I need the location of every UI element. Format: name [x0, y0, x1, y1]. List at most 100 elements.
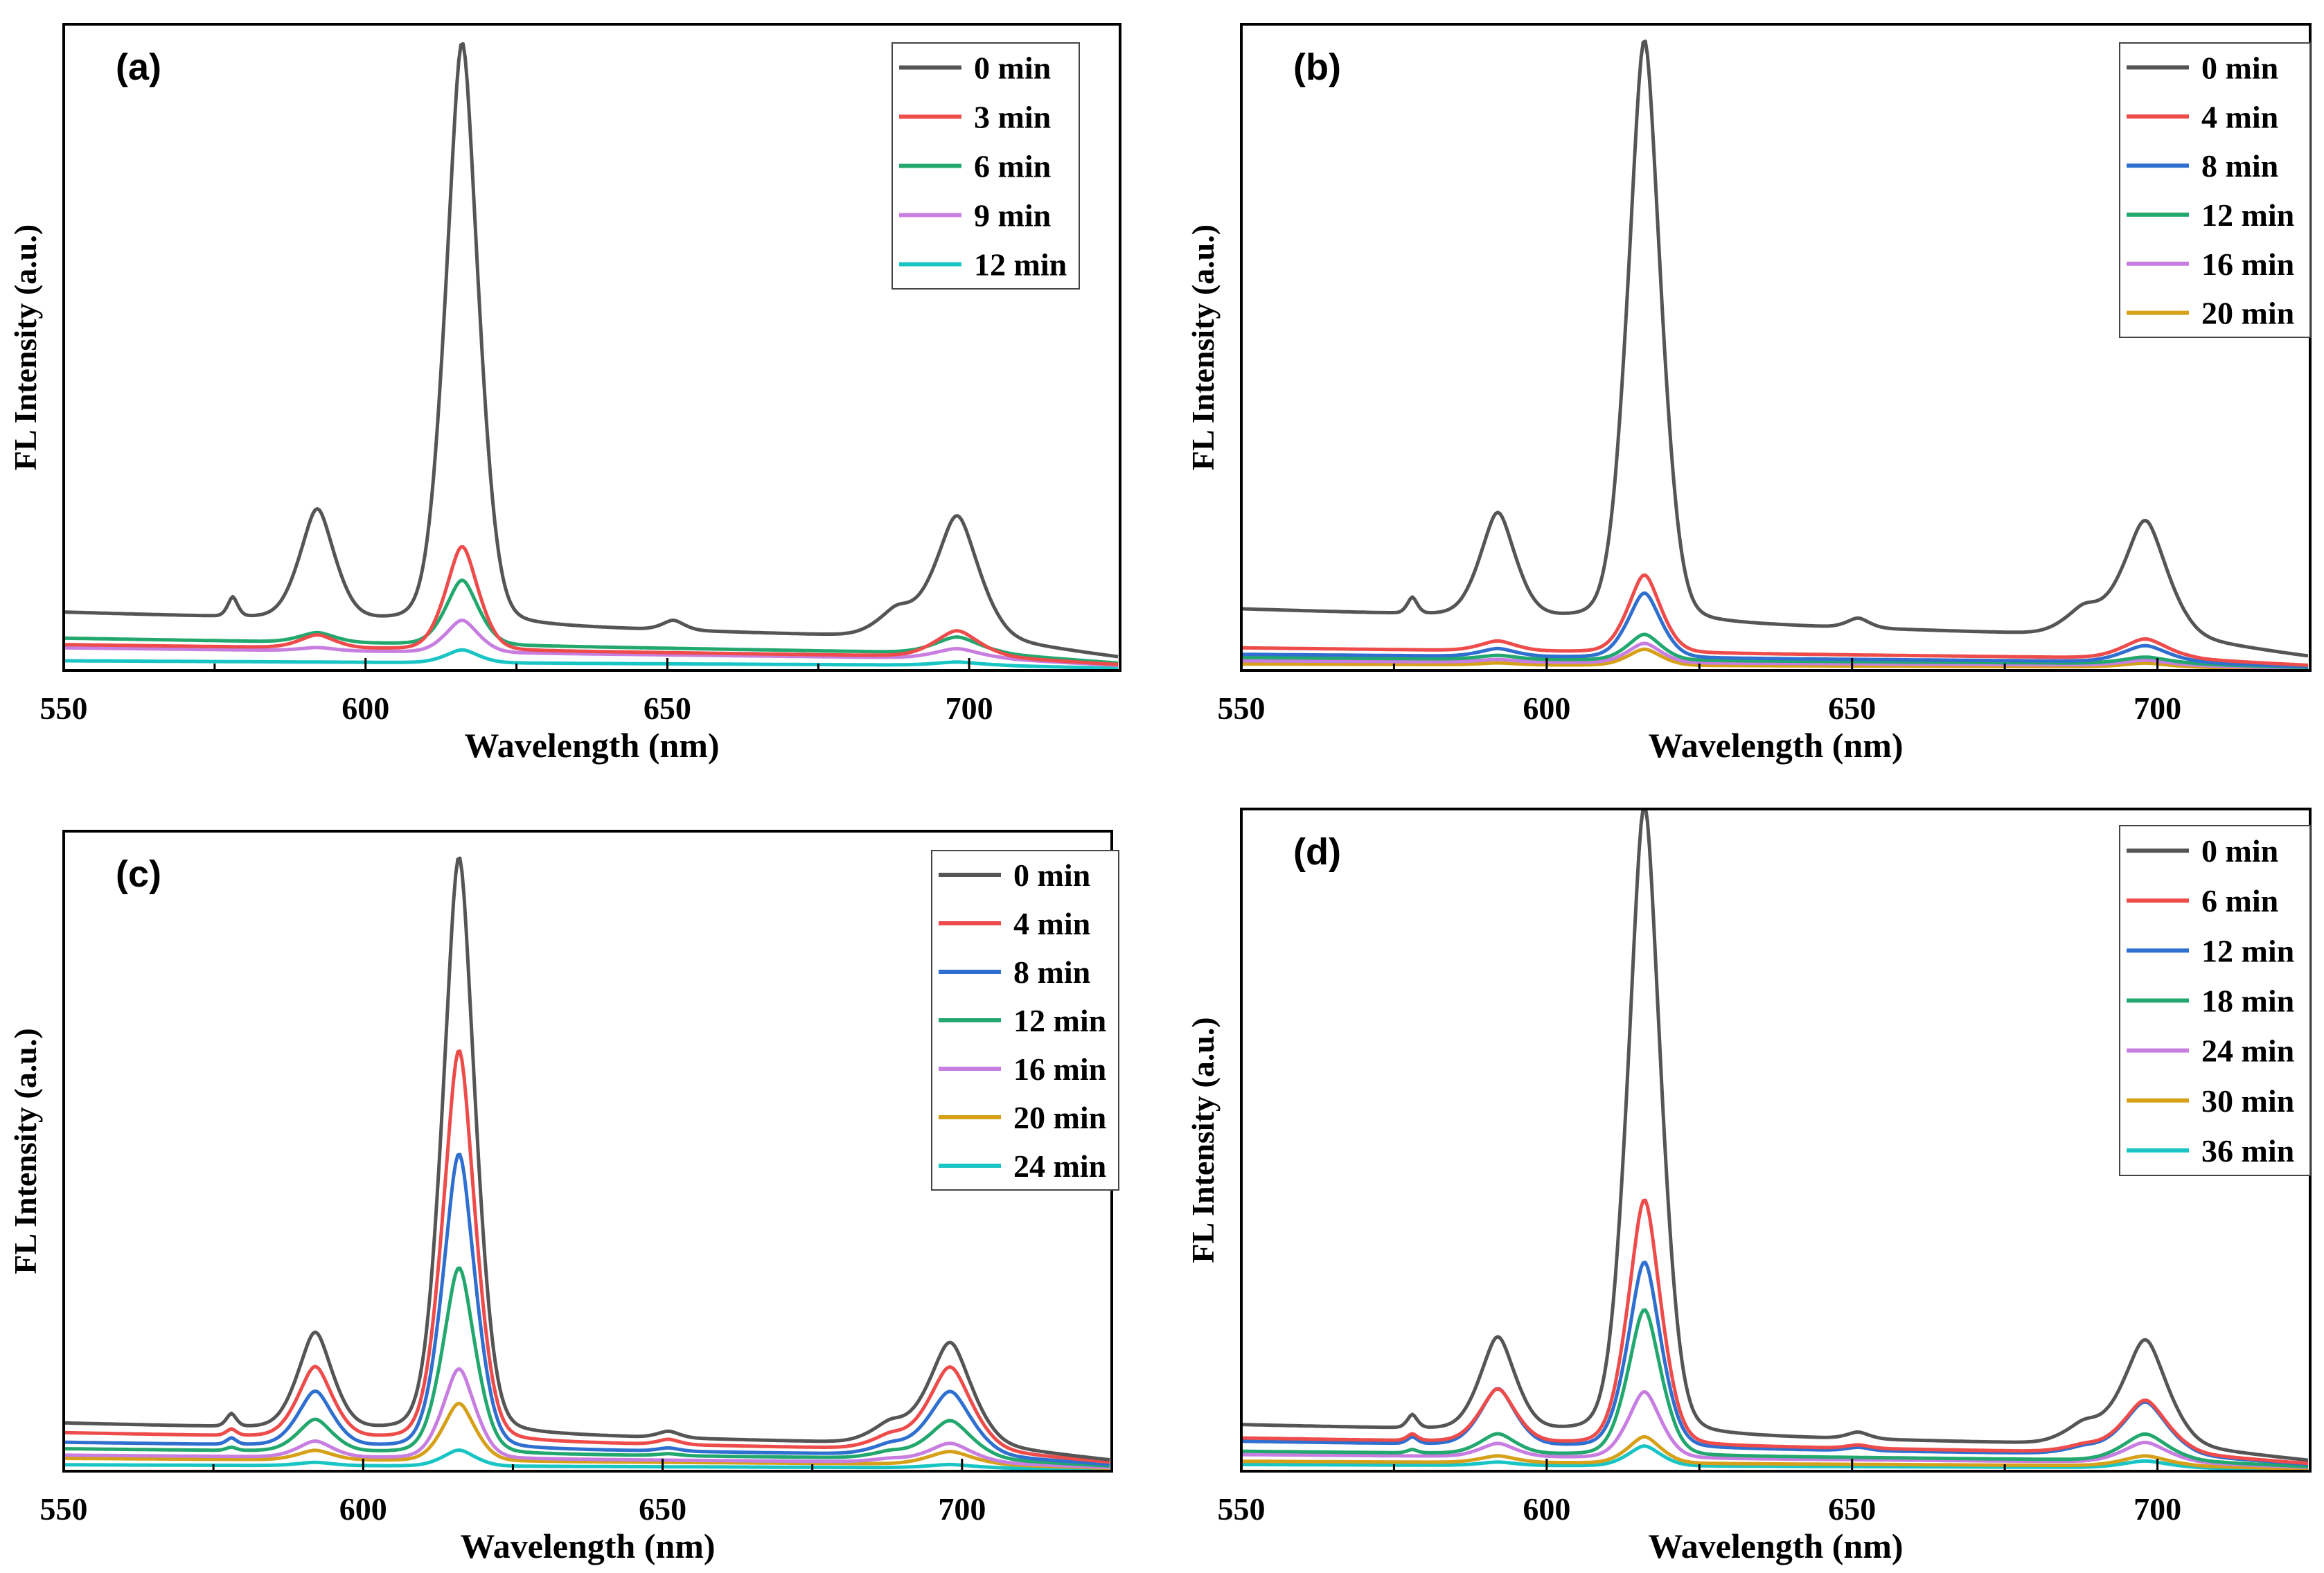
- legend-label: 20 min: [1013, 1100, 1106, 1135]
- legend-item: 12 min: [2127, 933, 2294, 968]
- legend-item: 24 min: [2127, 1033, 2294, 1069]
- series-line-6-min: [64, 578, 1119, 665]
- legend-item: 0 min: [2127, 50, 2278, 85]
- series-line-16-min: [64, 1367, 1110, 1470]
- series-line-3-min: [64, 545, 1119, 666]
- x-axis-label: Wavelength (nm): [1648, 1527, 1903, 1565]
- legend-item: 18 min: [2127, 984, 2294, 1019]
- x-tick-label: 700: [946, 691, 993, 726]
- x-tick-label: 600: [1523, 691, 1570, 726]
- series-line-36-min: [1241, 1444, 2308, 1471]
- legend-label: 18 min: [2201, 984, 2294, 1019]
- legend-label: 12 min: [2201, 933, 2294, 968]
- y-axis-label: FL Intensity (a.u.): [8, 224, 43, 470]
- legend-label: 24 min: [1013, 1148, 1106, 1184]
- legend-item: 6 min: [899, 149, 1051, 184]
- legend-label: 4 min: [2201, 99, 2278, 134]
- legend-label: 30 min: [2201, 1083, 2294, 1119]
- x-tick-label: 700: [938, 1491, 986, 1527]
- y-axis-label: FL Intensity (a.u.): [8, 1028, 43, 1274]
- legend-item: 4 min: [2127, 99, 2278, 134]
- legend-item: 8 min: [2127, 148, 2278, 184]
- legend-item: 0 min: [899, 51, 1051, 86]
- legend: 0 min 4 min 8 min 12 min 16 min 20 min: [2119, 42, 2311, 338]
- y-axis-label: FL Intensity (a.u.): [1185, 224, 1221, 470]
- x-tick-label: 700: [2134, 1491, 2181, 1527]
- chart-panel-c: 550 600 650 700 Wavelength (nm) FL Intensity …: [8, 830, 1119, 1565]
- chart-panel-a: 550 600 650 700 Wavelength (nm) FL Intensity …: [8, 23, 1121, 765]
- legend-item: 0 min: [2127, 833, 2278, 869]
- series-line-0-min: [64, 42, 1119, 659]
- x-tick-label: 600: [339, 1491, 387, 1527]
- legend-item: 30 min: [2127, 1083, 2294, 1119]
- series-line-16-min: [1241, 641, 2308, 670]
- series-line-20-min: [1241, 647, 2308, 670]
- panel-label: (b): [1293, 46, 1341, 88]
- chart-panel-b: 550 600 650 700 Wavelength (nm) FL Intensity …: [1185, 23, 2312, 765]
- panel-label: (a): [116, 46, 161, 88]
- legend-label: 20 min: [2201, 296, 2294, 331]
- legend-label: 3 min: [974, 100, 1051, 135]
- legend-item: 8 min: [939, 954, 1090, 990]
- series-line-9-min: [64, 619, 1119, 667]
- series-group: [1241, 39, 2309, 670]
- x-tick-label: 600: [341, 691, 389, 726]
- x-tick-label: 700: [2134, 691, 2181, 726]
- legend: 0 min 3 min 6 min 9 min 12 min: [892, 42, 1080, 290]
- series-line-20-min: [64, 1401, 1110, 1470]
- legend-label: 8 min: [2201, 148, 2278, 184]
- x-tick-label: 550: [40, 691, 88, 726]
- legend-label: 0 min: [1013, 857, 1090, 893]
- series-line-4-min: [64, 1049, 1110, 1464]
- series-line-24-min: [1241, 1390, 2308, 1469]
- legend-item: 36 min: [2127, 1133, 2294, 1168]
- series-line-0-min: [1241, 39, 2309, 658]
- legend: 0 min 6 min 12 min 18 min 24 min 30 min 36 min: [2119, 825, 2311, 1176]
- legend-label: 6 min: [974, 149, 1051, 184]
- legend-item: 12 min: [899, 247, 1067, 283]
- plot-frame: [62, 23, 1121, 672]
- series-line-24-min: [64, 1448, 1110, 1471]
- series-line-6-min: [1241, 1198, 2309, 1466]
- legend-item: 20 min: [2127, 296, 2294, 331]
- x-axis-label: Wavelength (nm): [1648, 726, 1903, 765]
- legend-label: 4 min: [1013, 906, 1090, 941]
- legend-item: 16 min: [2127, 247, 2294, 282]
- legend-label: 6 min: [2201, 883, 2278, 918]
- panel-label: (c): [116, 853, 161, 895]
- x-tick-label: 650: [639, 1491, 686, 1527]
- y-axis-label: FL Intensity (a.u.): [1185, 1017, 1221, 1263]
- legend-label: 16 min: [1013, 1051, 1106, 1087]
- legend-label: 12 min: [2201, 197, 2294, 233]
- legend-label: 24 min: [2201, 1033, 2294, 1069]
- x-tick-label: 650: [1828, 1491, 1876, 1527]
- legend-item: 12 min: [2127, 197, 2294, 233]
- legend-label: 16 min: [2201, 247, 2294, 282]
- legend-label: 8 min: [1013, 954, 1090, 990]
- legend-label: 9 min: [974, 198, 1051, 233]
- legend-label: 0 min: [2201, 833, 2278, 869]
- series-group: [1241, 809, 2309, 1471]
- series-line-8-min: [1241, 591, 2309, 669]
- legend-box: [2119, 42, 2311, 338]
- series-line-0-min: [64, 856, 1110, 1461]
- chart-panel-d: 550 600 650 700 Wavelength (nm) FL Intensity …: [1185, 808, 2312, 1565]
- plot-frame: [1240, 23, 2312, 672]
- x-tick-label: 650: [1828, 691, 1876, 726]
- legend-label: 0 min: [974, 51, 1051, 86]
- legend-item: 24 min: [939, 1148, 1106, 1184]
- series-group: [64, 856, 1110, 1471]
- legend-item: 6 min: [2127, 883, 2278, 918]
- series-group: [64, 42, 1119, 670]
- legend-item: 20 min: [939, 1100, 1106, 1135]
- x-axis-label: Wavelength (nm): [464, 726, 719, 765]
- legend-item: 3 min: [899, 100, 1051, 135]
- panel-label: (d): [1293, 831, 1341, 873]
- legend-item: 4 min: [939, 906, 1090, 941]
- x-tick-label: 550: [40, 1491, 88, 1527]
- series-line-4-min: [1241, 573, 2309, 667]
- x-tick-label: 650: [644, 691, 691, 726]
- series-line-12-min: [1241, 632, 2308, 670]
- legend-item: 9 min: [899, 198, 1051, 233]
